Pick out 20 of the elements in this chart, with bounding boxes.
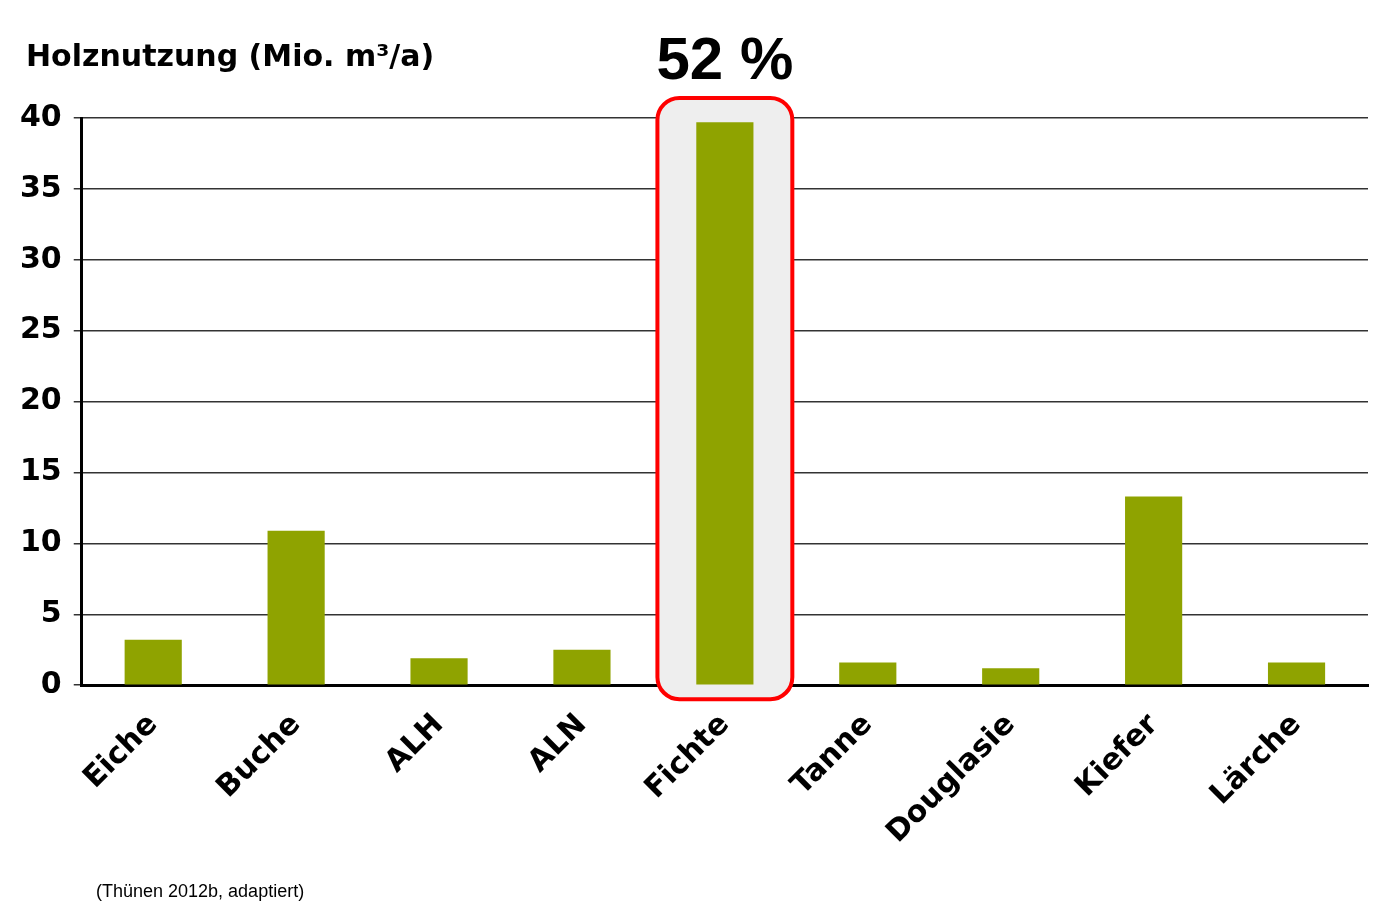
text: (Thünen 2012b, adaptiert) bbox=[96, 880, 305, 901]
y-tick-label: 25 bbox=[20, 310, 62, 346]
y-tick-label: 5 bbox=[40, 594, 62, 630]
bar bbox=[1125, 496, 1183, 685]
y-tick-label: 0 bbox=[40, 665, 62, 700]
bar bbox=[1267, 662, 1326, 685]
bar bbox=[267, 530, 325, 685]
y-tick-label: 35 bbox=[20, 168, 62, 204]
bar bbox=[553, 649, 611, 685]
y-tick-label: 30 bbox=[20, 239, 62, 275]
y-tick-label: 20 bbox=[20, 381, 62, 417]
bar bbox=[982, 668, 1040, 685]
y-tick-label: 15 bbox=[20, 452, 62, 488]
y-tick-label: 40 bbox=[20, 97, 62, 133]
bar bbox=[124, 639, 182, 685]
y-axis-title: Holznutzung (Mio. m³/a) bbox=[26, 37, 435, 73]
bar bbox=[410, 658, 468, 685]
text: 52 % bbox=[656, 24, 794, 92]
y-tick-label: 10 bbox=[20, 523, 62, 559]
bar bbox=[839, 662, 897, 685]
